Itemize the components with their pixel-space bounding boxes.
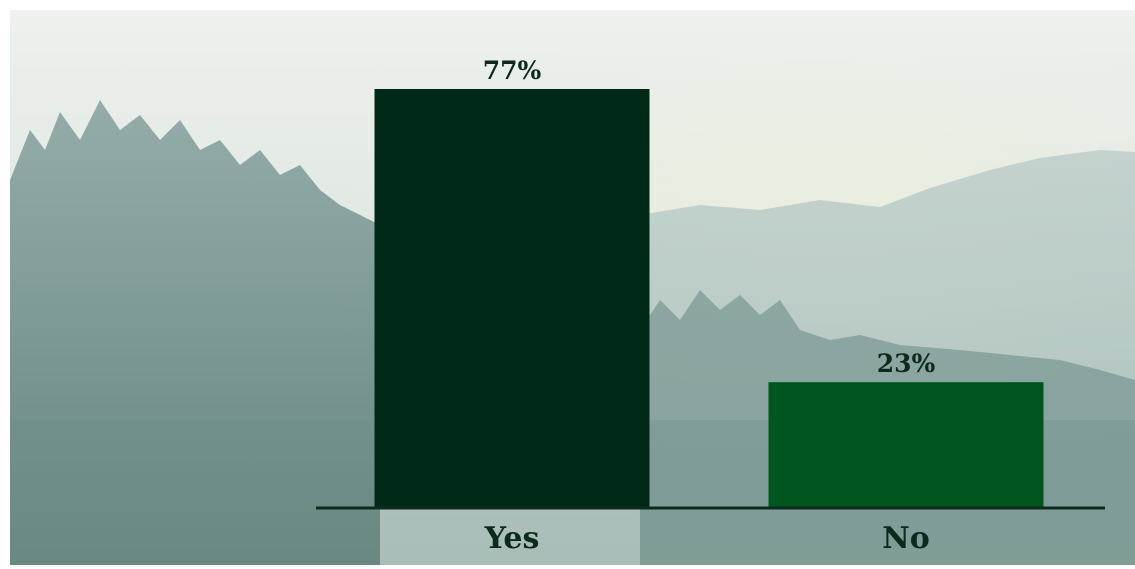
bar-yes — [374, 89, 650, 507]
bars-layer — [374, 89, 1044, 507]
data-label-no: 23% — [877, 349, 936, 378]
x-tick-label-no: No — [882, 521, 929, 556]
data-labels-layer: 77% 23% — [483, 56, 936, 378]
x-tick-labels-layer: Yes No — [484, 521, 930, 556]
bar-no — [768, 382, 1044, 507]
x-tick-label-yes: Yes — [484, 521, 540, 556]
left-forest-silhouette — [10, 100, 380, 565]
data-label-yes: 77% — [483, 56, 542, 85]
